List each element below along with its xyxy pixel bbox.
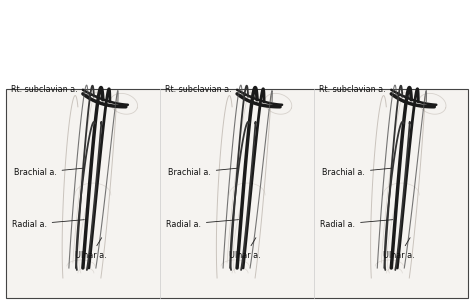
Text: Rt. subclavian a.: Rt. subclavian a.	[319, 85, 409, 96]
Text: Brachial a.: Brachial a.	[14, 168, 83, 177]
Text: Radial a.: Radial a.	[12, 220, 84, 229]
Text: Rt. subclavian a.: Rt. subclavian a.	[165, 85, 255, 96]
Text: Brachial a.: Brachial a.	[322, 168, 392, 177]
Text: Ulnar a.: Ulnar a.	[383, 238, 415, 260]
Text: Brachial a.: Brachial a.	[168, 168, 237, 177]
Text: Ulnar a.: Ulnar a.	[229, 238, 261, 260]
Text: Radial a.: Radial a.	[320, 220, 393, 229]
Bar	[6, 89, 468, 298]
Text: Ulnar a.: Ulnar a.	[75, 238, 107, 260]
Text: Radial a.: Radial a.	[166, 220, 238, 229]
Text: Rt. subclavian a.: Rt. subclavian a.	[11, 85, 100, 96]
